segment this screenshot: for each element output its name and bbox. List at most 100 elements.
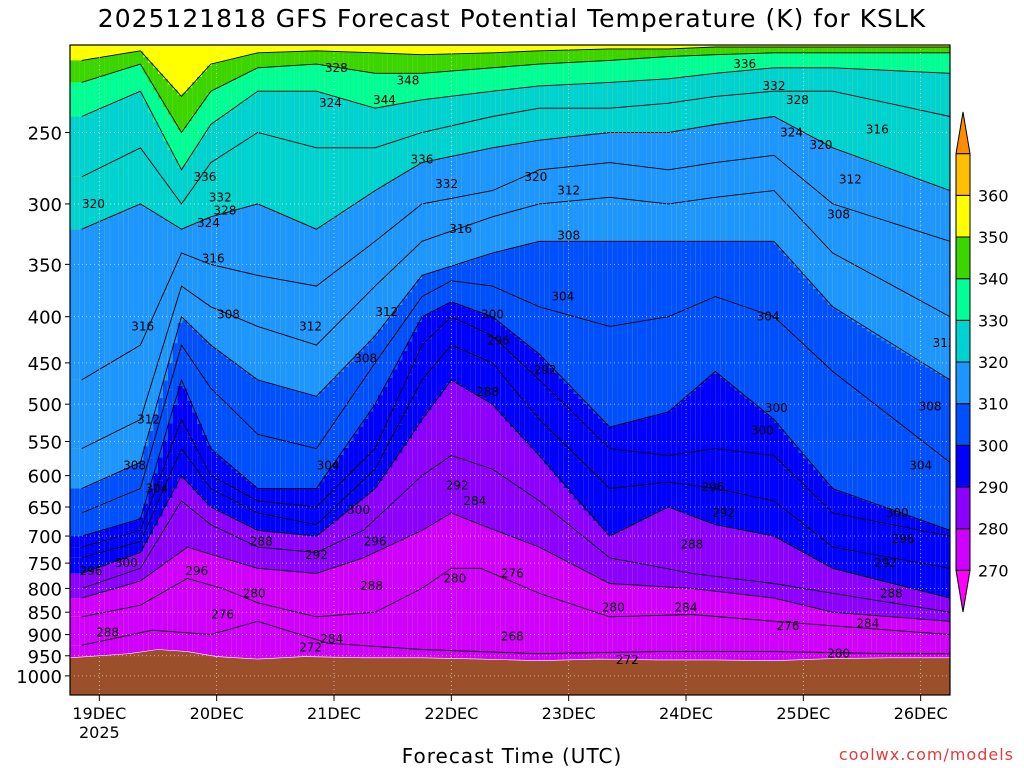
fill-band [651,415,658,454]
fill-band [250,324,257,377]
fill-band [876,410,883,506]
fill-band [84,586,91,597]
fill-band [348,400,355,441]
fill-band [490,91,496,117]
fill-band [788,209,795,262]
fill-band [412,331,418,364]
fill-band [930,524,936,533]
fill-band [510,333,516,356]
fill-band [910,229,917,298]
fill-band [358,71,364,105]
fill-band [534,86,540,109]
fill-band [118,559,125,575]
fill-band [588,61,594,84]
fill-band [598,440,604,481]
fill-band [431,237,438,272]
fill-band [754,53,760,70]
credit-link[interactable]: coolwx.com/models [838,745,1014,764]
fill-band [324,570,330,616]
fill-band [143,334,149,405]
fill-band [563,84,570,109]
fill-band [676,168,682,203]
fill-band [114,214,120,360]
fill-band [602,82,609,109]
fill-band [730,450,736,493]
fill-band [935,453,941,527]
fill-band [158,302,164,361]
fill-band [686,76,692,101]
fill-band [544,63,550,86]
fill-band [226,591,232,630]
fill-band [118,586,125,609]
fill-band [172,309,179,344]
fill-band [510,112,516,145]
fill-band [774,319,780,423]
fill-band [642,105,648,133]
fill-band [759,620,765,652]
fill-band [250,94,257,136]
fill-band [84,80,91,115]
fill-band [299,551,306,573]
fill-band [847,318,853,387]
fill-band [720,46,726,55]
fill-band [431,365,438,404]
fill-band [862,46,868,53]
fill-band [451,513,457,569]
fill-band [456,53,462,71]
fill-band [236,416,242,473]
fill-band [519,245,526,300]
fill-band [299,572,306,614]
fill-band [353,52,360,71]
fill-band [925,592,932,609]
fill-band [686,588,692,615]
fill-band [500,290,506,326]
fill-band [558,519,565,559]
fill-band [275,439,281,489]
fill-band [485,218,492,255]
fill-band [143,472,149,504]
fill-band [901,527,907,561]
fill-band [622,199,628,242]
fill-band [177,351,184,386]
fill-band [495,146,501,189]
fill-band [866,161,873,216]
fill-band [226,268,232,315]
fill-band [324,278,330,336]
fill-band [666,455,672,483]
fill-band [495,472,501,532]
fill-band [793,603,800,623]
fill-band [192,185,198,224]
fill-band [133,464,140,491]
fill-band [822,91,829,145]
fill-band [866,520,873,554]
fill-band [309,523,316,536]
fill-band [681,129,687,168]
fill-band [514,359,521,394]
fill-band [382,349,389,387]
fill-band [925,52,932,73]
fill-band [656,586,663,616]
fill-band [167,423,174,454]
fill-band [510,355,516,389]
fill-band [422,203,428,241]
fill-band [935,566,941,596]
fill-band [945,378,950,461]
fill-band [353,356,360,393]
fill-band [216,157,223,215]
fill-band [778,67,785,92]
fill-band [583,49,589,62]
contour-label: 296 [80,564,103,578]
fill-band [910,297,917,359]
fill-band [133,606,140,634]
fill-band [925,446,932,523]
fill-band [871,217,878,277]
fill-band [705,54,712,75]
fill-band [661,509,668,569]
fill-band [128,52,135,68]
fill-band [910,108,917,178]
fill-band [881,413,888,508]
fill-band [456,95,462,125]
fill-band [529,447,536,497]
fill-band [563,561,570,603]
